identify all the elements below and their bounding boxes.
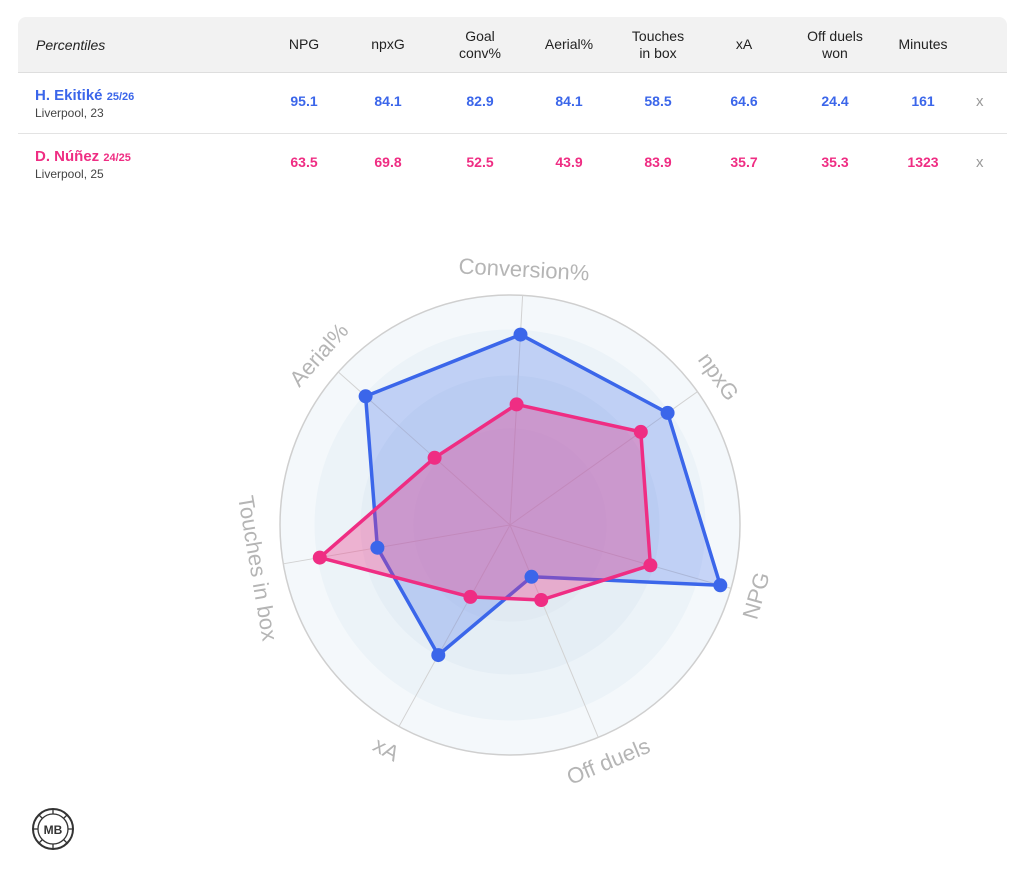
value-aerial: 43.9 (555, 154, 583, 170)
value-off-duels-won: 35.3 (821, 154, 849, 170)
axis-label: NPG (738, 569, 775, 622)
value-touches-in-box: 58.5 (644, 93, 672, 109)
player-team-age: Liverpool, 23 (35, 106, 104, 120)
series-polygon (363, 332, 723, 657)
value-minutes: 1323 (907, 154, 939, 170)
remove-player-button[interactable]: x (976, 93, 984, 110)
column-header-goal-conv[interactable]: Goal conv% (458, 27, 502, 61)
radar-spoke (509, 524, 732, 589)
player-name[interactable]: D. Núñez 24/25 (35, 148, 131, 165)
mb-logo-icon: MB (32, 808, 74, 850)
axis-label: Conversion% (458, 253, 590, 285)
column-header-minutes[interactable]: Minutes (898, 36, 948, 52)
column-header-xa[interactable]: xA (735, 36, 753, 52)
data-point (713, 578, 728, 593)
value-off-duels-won: 24.4 (821, 93, 849, 109)
data-point (431, 648, 446, 663)
table-header: Percentiles NPG npxG Goal conv% Aerial% … (18, 17, 1007, 73)
value-goal-conv: 82.9 (466, 93, 494, 109)
radar-spoke (509, 524, 599, 738)
axis-label: Touches in box (233, 494, 282, 643)
data-point (524, 569, 539, 584)
player-season: 24/25 (103, 152, 131, 164)
axis-label: xA (369, 732, 404, 766)
data-point (427, 450, 442, 465)
column-header-aerial[interactable]: Aerial% (544, 36, 594, 52)
value-npg: 95.1 (290, 93, 318, 109)
value-goal-conv: 52.5 (466, 154, 494, 170)
player-name[interactable]: H. Ekitiké 25/26 (35, 87, 135, 104)
player-row-ekitike[interactable]: H. Ekitiké 25/26 Liverpool, 23 95.1 84.1… (18, 73, 1007, 134)
value-npxg: 84.1 (374, 93, 402, 109)
data-point (513, 327, 528, 342)
remove-player-button[interactable]: x (976, 154, 984, 171)
player-row-nunez[interactable]: D. Núñez 24/25 Liverpool, 25 63.5 69.8 5… (18, 134, 1007, 194)
value-aerial: 84.1 (555, 93, 583, 109)
percentiles-table: Percentiles NPG npxG Goal conv% Aerial% … (18, 17, 1007, 194)
player-team-age: Liverpool, 25 (35, 167, 104, 181)
radar-spoke (398, 524, 511, 727)
player-season: 25/26 (106, 91, 135, 103)
series-polygon (318, 402, 653, 602)
data-point (643, 558, 658, 573)
column-header-npxg[interactable]: npxG (371, 36, 405, 52)
column-header-touches-in-box[interactable]: Touches in box (631, 27, 685, 61)
data-point (509, 397, 524, 412)
data-point (312, 550, 327, 565)
logo-text: MB (44, 823, 63, 837)
value-touches-in-box: 83.9 (644, 154, 672, 170)
column-header-off-duels-won[interactable]: Off duels won (807, 27, 863, 61)
data-point (633, 424, 648, 439)
data-point (463, 589, 478, 604)
value-xa: 35.7 (730, 154, 758, 170)
data-point (358, 389, 373, 404)
data-point (660, 405, 675, 420)
value-npxg: 69.8 (374, 154, 402, 170)
data-point (370, 540, 385, 555)
column-header-npg[interactable]: NPG (288, 36, 320, 52)
value-npg: 63.5 (290, 154, 318, 170)
value-xa: 64.6 (730, 93, 758, 109)
value-minutes: 161 (911, 93, 935, 109)
data-point (534, 593, 549, 607)
percentiles-label: Percentiles (36, 36, 106, 53)
